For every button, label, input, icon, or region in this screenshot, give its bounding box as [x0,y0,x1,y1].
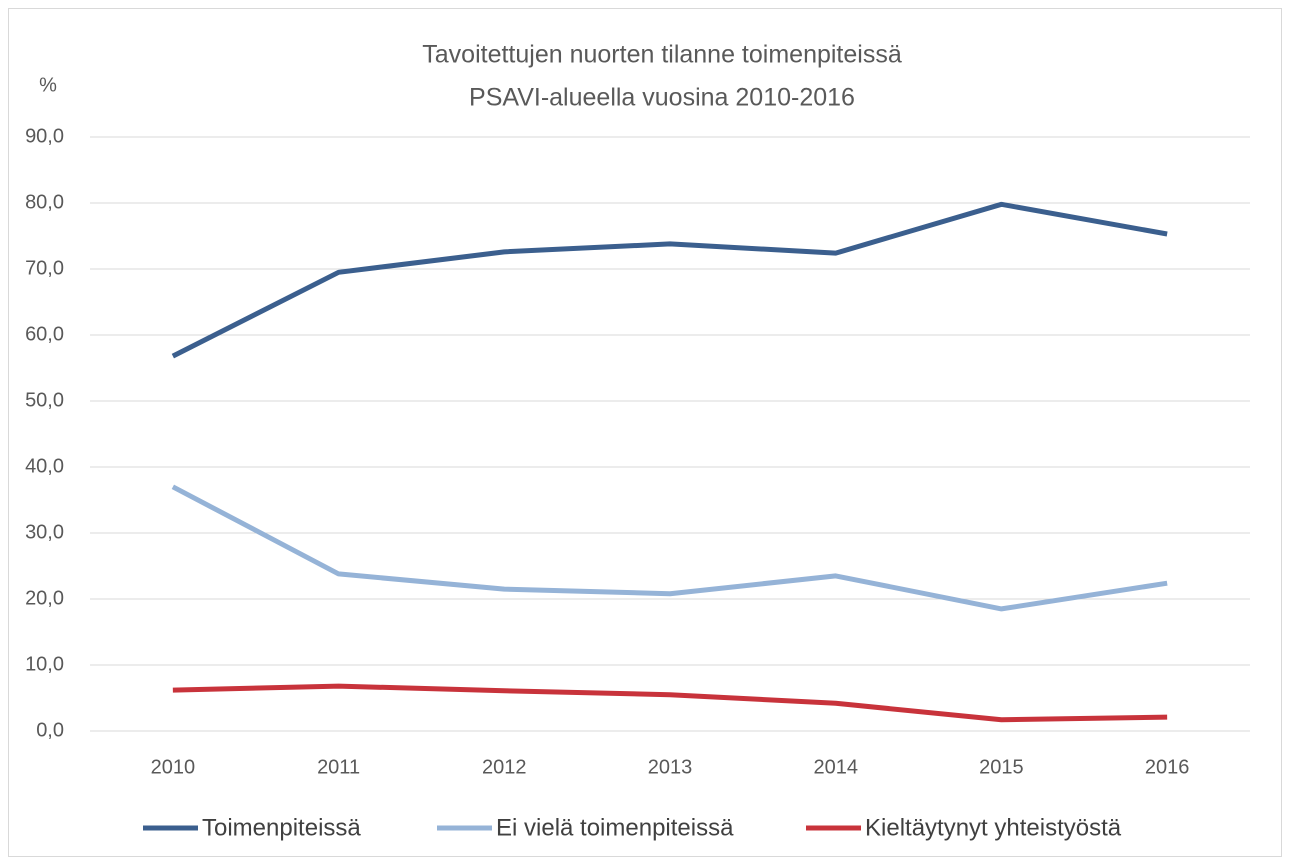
y-tick-label: 50,0 [25,389,64,411]
y-tick-label: 30,0 [25,521,64,543]
series-line [172,683,1168,723]
x-tick-label: 2016 [1145,756,1190,778]
x-tick-label: 2013 [648,756,693,778]
series-line [171,201,1168,359]
y-tick-label: 80,0 [25,191,64,213]
y-tick-label: 90,0 [25,125,64,147]
x-tick-label: 2015 [979,756,1024,778]
y-tick-label: 60,0 [25,323,64,345]
x-tick-label: 2012 [482,756,527,778]
y-tick-label: 70,0 [25,257,64,279]
chart-title: Tavoitettujen nuorten tilanne toimenpite… [422,41,902,69]
y-tick-label: 10,0 [25,653,64,675]
y-tick-label: 40,0 [25,455,64,477]
y-tick-label: 0,0 [36,719,64,741]
x-tick-label: 2010 [151,756,196,778]
y-axis-label: % [39,74,57,96]
series-line [171,484,1168,612]
chart-border [8,8,1282,857]
legend-label: Ei vielä toimenpiteissä [496,814,734,841]
chart-title: PSAVI-alueella vuosina 2010-2016 [469,84,855,112]
legend-label: Kieltäytynyt yhteistyöstä [865,814,1122,841]
x-tick-label: 2011 [317,756,360,778]
legend-label: Toimenpiteissä [202,814,361,841]
y-tick-label: 20,0 [25,587,64,609]
x-tick-label: 2014 [813,756,858,778]
